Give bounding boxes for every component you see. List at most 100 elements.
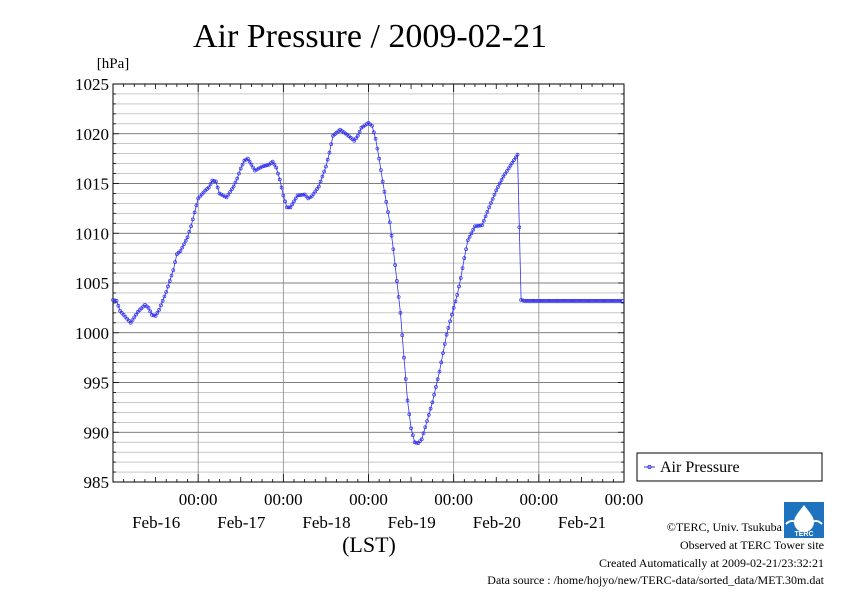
data-point-air-pressure	[386, 210, 390, 214]
data-point-air-pressure	[116, 304, 121, 308]
data-point-air-pressure	[356, 133, 360, 138]
data-point-air-pressure	[457, 284, 461, 289]
data-point-air-pressure	[187, 229, 192, 234]
data-point-air-pressure	[428, 406, 433, 411]
data-point-air-pressure	[226, 192, 231, 197]
data-point-air-pressure	[283, 199, 287, 204]
data-point-air-pressure	[244, 157, 248, 162]
data-point-air-pressure	[309, 194, 314, 199]
data-point-air-pressure	[114, 299, 119, 303]
data-point-air-pressure	[224, 195, 229, 200]
data-point-air-pressure	[384, 200, 389, 204]
data-point-air-pressure	[591, 299, 596, 303]
data-point-air-pressure	[588, 299, 593, 303]
data-point-air-pressure	[616, 299, 621, 303]
data-point-air-pressure	[396, 295, 401, 299]
data-point-air-pressure	[352, 138, 357, 143]
data-point-air-pressure	[510, 161, 515, 165]
data-point-air-pressure	[324, 164, 328, 169]
data-point-air-pressure	[460, 266, 465, 270]
data-point-air-pressure	[458, 276, 463, 280]
data-point-air-pressure	[235, 176, 240, 181]
data-point-air-pressure	[503, 171, 507, 176]
data-point-air-pressure	[395, 279, 399, 283]
data-point-air-pressure	[473, 224, 477, 229]
credit-created-timestamp: Created Automatically at 2009-02-21/23:3…	[599, 556, 824, 570]
data-point-air-pressure	[320, 174, 325, 179]
data-point-air-pressure	[561, 299, 566, 303]
data-point-air-pressure	[434, 385, 438, 389]
data-point-air-pressure	[157, 308, 161, 312]
data-point-air-pressure	[535, 299, 539, 303]
data-point-air-pressure	[148, 309, 153, 314]
data-point-air-pressure	[327, 150, 332, 155]
data-point-air-pressure	[522, 299, 527, 303]
legend-box	[636, 452, 823, 482]
x-tick-date-label: Feb-21	[558, 513, 606, 532]
data-point-air-pressure	[403, 377, 408, 381]
data-point-air-pressure	[446, 326, 451, 330]
data-point-air-pressure	[496, 185, 500, 189]
data-point-air-pressure	[442, 342, 447, 346]
data-point-air-pressure	[425, 419, 429, 423]
data-point-air-pressure	[357, 129, 362, 134]
data-point-air-pressure	[270, 159, 275, 164]
data-point-air-pressure	[464, 247, 468, 252]
data-point-air-pressure	[450, 312, 454, 317]
data-point-air-pressure	[451, 306, 456, 310]
data-point-air-pressure	[462, 256, 467, 260]
data-point-air-pressure	[492, 192, 497, 197]
data-point-air-pressure	[393, 263, 397, 267]
data-point-air-pressure	[497, 181, 502, 186]
data-point-air-pressure	[513, 155, 518, 160]
data-point-air-pressure	[293, 196, 298, 201]
data-point-air-pressure	[412, 440, 417, 445]
data-point-air-pressure	[572, 299, 577, 303]
data-point-air-pressure	[249, 162, 254, 167]
data-point-air-pressure	[150, 312, 154, 317]
data-point-air-pressure	[533, 299, 538, 303]
data-point-air-pressure	[455, 293, 460, 297]
data-point-air-pressure	[471, 227, 476, 232]
data-point-air-pressure	[155, 311, 160, 315]
data-point-air-pressure	[261, 164, 266, 168]
data-point-air-pressure	[285, 205, 289, 210]
data-point-air-pressure	[499, 178, 504, 182]
data-point-air-pressure	[190, 217, 195, 222]
x-tick-time-label: 00:00	[519, 490, 558, 509]
x-tick-date-label: Feb-16	[132, 513, 180, 532]
data-point-air-pressure	[246, 156, 250, 161]
data-point-air-pressure	[615, 299, 619, 303]
data-point-air-pressure	[618, 299, 623, 303]
y-tick-label: 1005	[75, 274, 109, 293]
data-point-air-pressure	[231, 184, 236, 189]
data-point-air-pressure	[237, 171, 241, 176]
data-point-air-pressure	[586, 299, 591, 303]
data-point-air-pressure	[419, 437, 424, 442]
data-point-air-pressure	[563, 299, 568, 303]
data-point-air-pressure	[549, 299, 554, 303]
data-point-air-pressure	[295, 193, 300, 198]
data-point-air-pressure	[409, 426, 413, 431]
data-point-air-pressure	[584, 299, 589, 303]
data-point-air-pressure	[389, 233, 394, 238]
plot-frame	[112, 83, 625, 483]
data-point-air-pressure	[426, 412, 431, 417]
data-point-air-pressure	[112, 298, 117, 303]
data-point-air-pressure	[167, 279, 172, 283]
data-point-air-pressure	[544, 299, 548, 303]
data-point-air-pressure	[286, 205, 291, 210]
data-point-air-pressure	[228, 190, 232, 194]
data-point-air-pressure	[272, 162, 277, 167]
data-point-air-pressure	[583, 299, 587, 303]
credit-data-source: Data source : /home/hojyo/new/TERC-data/…	[487, 573, 824, 587]
data-point-air-pressure	[570, 299, 575, 303]
data-point-air-pressure	[515, 152, 520, 157]
data-point-air-pressure	[316, 184, 321, 189]
data-point-air-pressure	[171, 268, 176, 272]
data-point-air-pressure	[414, 440, 419, 445]
data-point-air-pressure	[377, 156, 381, 161]
data-point-air-pressure	[469, 231, 474, 236]
data-point-air-pressure	[607, 299, 612, 303]
data-point-air-pressure	[318, 179, 323, 184]
